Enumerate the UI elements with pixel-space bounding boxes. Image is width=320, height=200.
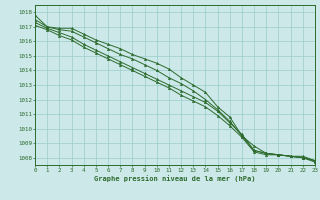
X-axis label: Graphe pression niveau de la mer (hPa): Graphe pression niveau de la mer (hPa)	[94, 175, 256, 182]
